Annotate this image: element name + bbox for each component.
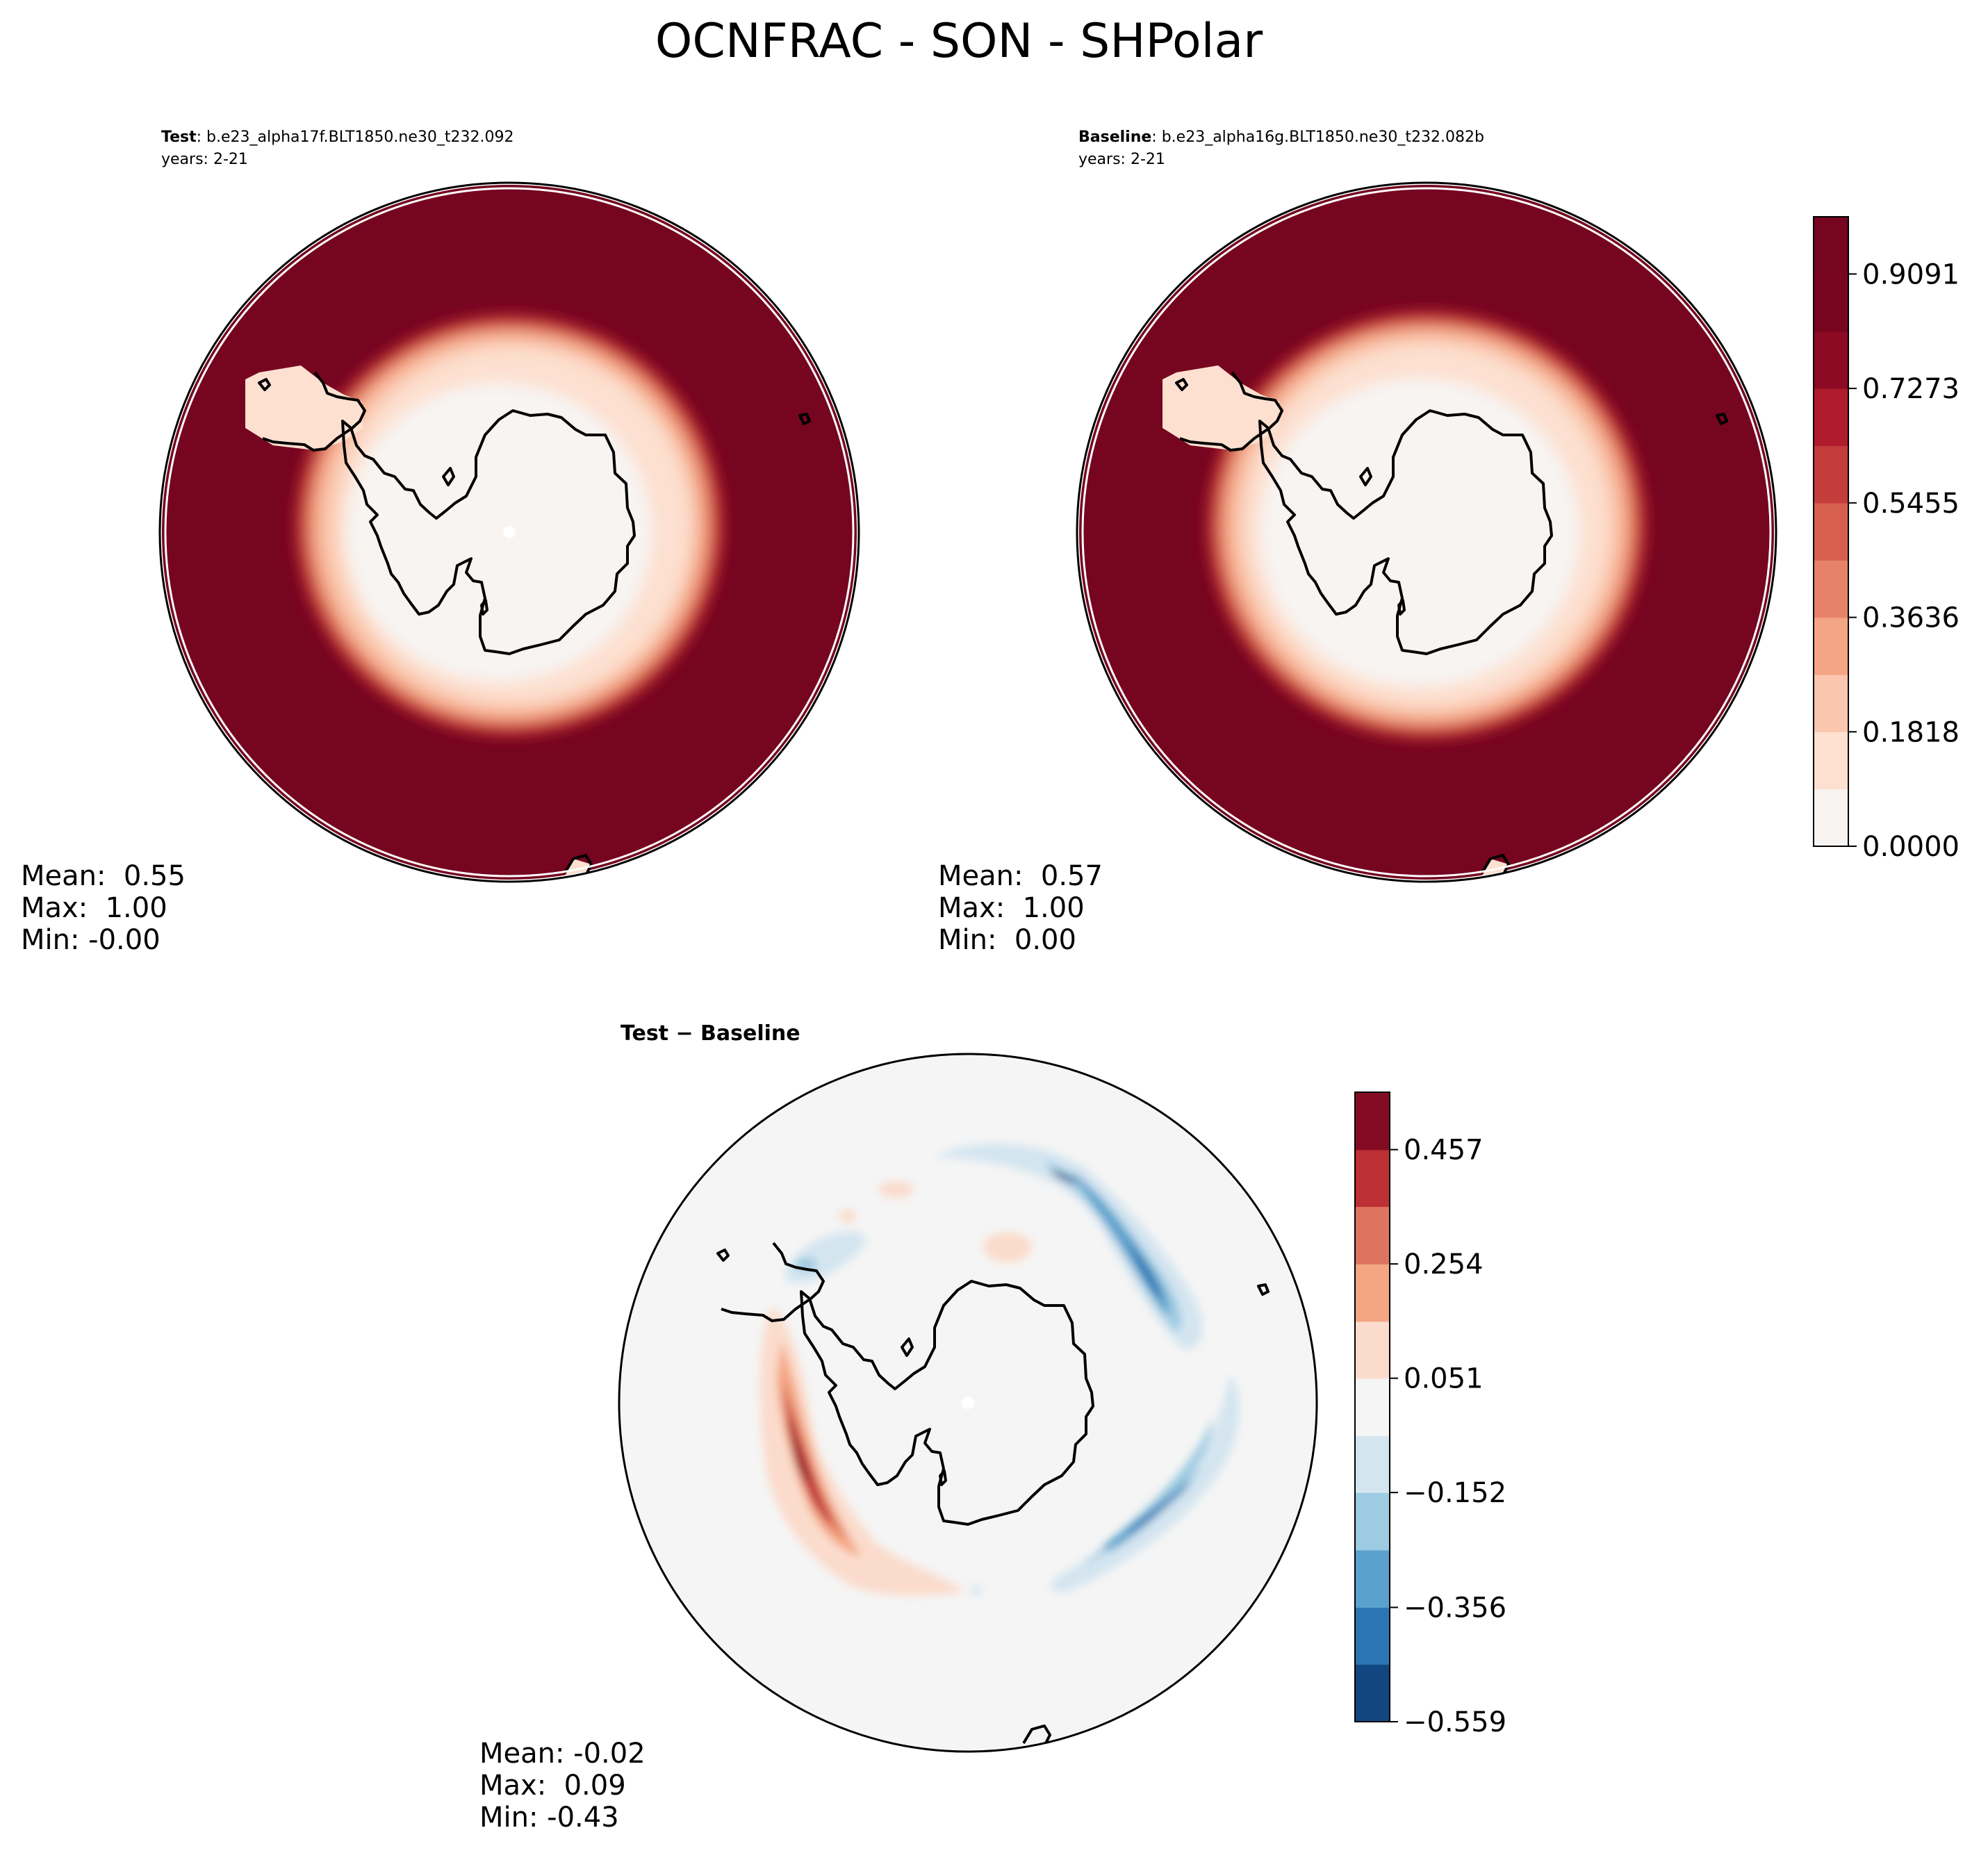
colorbar-swatch [1814, 674, 1848, 732]
colorbar-swatch [1355, 1378, 1390, 1436]
baseline-case-name: : b.e23_alpha16g.BLT1850.ne30_t232.082b [1151, 129, 1484, 146]
difference-map [621, 1055, 1315, 1750]
baseline-panel: Baseline: b.e23_alpha16g.BLT1850.ne30_t2… [938, 129, 1777, 956]
test-case-name: : b.e23_alpha17f.BLT1850.ne30_t232.092 [197, 129, 514, 146]
baseline-map-boundary [1076, 181, 1777, 883]
colorbar-tick-label: −0.356 [1404, 1592, 1506, 1624]
colorbar-swatch [1814, 331, 1848, 389]
colorbar-tick-label: 0.3636 [1862, 602, 1960, 634]
colorbar-swatch [1355, 1549, 1390, 1608]
colorbar-tick-label: 0.051 [1404, 1363, 1484, 1395]
colorbar-fraction: 0.0000 0.1818 0.3636 0.5455 0.7273 0.9091 [1813, 216, 1960, 863]
test-years: years: 2-21 [161, 151, 248, 168]
colorbar-swatch [1355, 1664, 1390, 1722]
baseline-max: Max: 1.00 [938, 892, 1085, 924]
colorbar-tick-label: 0.9091 [1862, 258, 1960, 290]
test-panel: Test: b.e23_alpha17f.BLT1850.ne30_t232.0… [21, 129, 860, 956]
colorbar-swatch [1814, 732, 1848, 790]
colorbar-tick-label: 0.254 [1404, 1249, 1484, 1280]
difference-title: Test − Baseline [621, 1021, 800, 1046]
colorbar-swatch [1355, 1607, 1390, 1665]
baseline-min: Min: 0.00 [938, 924, 1076, 956]
figure-title: OCNFRAC - SON - SHPolar [655, 14, 1263, 69]
colorbar-frame [1354, 1092, 1390, 1722]
colorbar-swatch [1355, 1321, 1390, 1379]
colorbar-swatch [1814, 502, 1848, 561]
colorbar-swatch [1355, 1264, 1390, 1322]
baseline-panel-header: Baseline: b.e23_alpha16g.BLT1850.ne30_t2… [1078, 129, 1484, 146]
colorbar-tick-label: 0.1818 [1862, 716, 1960, 748]
colorbar-tick-label: 0.0000 [1862, 831, 1960, 863]
colorbar-difference: −0.559 −0.356 −0.152 0.051 0.254 0.457 [1354, 1092, 1506, 1738]
test-max: Max: 1.00 [21, 892, 167, 924]
test-min: Min: -0.00 [21, 924, 161, 956]
difference-min: Min: -0.43 [479, 1802, 619, 1834]
difference-max: Max: 0.09 [479, 1770, 626, 1802]
test-panel-header: Test: b.e23_alpha17f.BLT1850.ne30_t232.0… [161, 129, 514, 146]
colorbar-swatch [1355, 1492, 1390, 1551]
baseline-label: Baseline [1078, 129, 1151, 146]
colorbar-tick-label: 0.457 [1404, 1135, 1484, 1167]
colorbar-swatch [1814, 617, 1848, 675]
test-map [162, 185, 857, 880]
colorbar-swatch [1355, 1092, 1390, 1151]
baseline-map [1079, 185, 1774, 880]
colorbar-tick-label: 0.7273 [1862, 373, 1960, 405]
colorbar-swatch [1814, 445, 1848, 504]
colorbar-swatch [1355, 1435, 1390, 1493]
colorbar-swatch [1814, 789, 1848, 847]
colorbar-swatch [1814, 274, 1848, 332]
colorbar-tick-label: 0.5455 [1862, 488, 1960, 520]
difference-panel: Test − Baseline [479, 1021, 1318, 1834]
colorbar-swatch [1355, 1206, 1390, 1265]
test-label: Test [161, 129, 197, 146]
colorbar-swatch [1814, 217, 1848, 274]
colorbar-tick-label: −0.559 [1404, 1706, 1506, 1738]
difference-map-boundary [618, 1053, 1318, 1753]
test-mean: Mean: 0.55 [21, 860, 186, 892]
difference-mean: Mean: -0.02 [479, 1738, 646, 1770]
baseline-years: years: 2-21 [1078, 151, 1165, 168]
colorbar-swatch [1355, 1149, 1390, 1208]
colorbar-frame [1813, 216, 1849, 847]
colorbar-swatch [1814, 560, 1848, 618]
test-map-boundary [158, 181, 860, 883]
baseline-mean: Mean: 0.57 [938, 860, 1103, 892]
colorbar-tick-label: −0.152 [1404, 1477, 1506, 1509]
colorbar-swatch [1814, 388, 1848, 447]
